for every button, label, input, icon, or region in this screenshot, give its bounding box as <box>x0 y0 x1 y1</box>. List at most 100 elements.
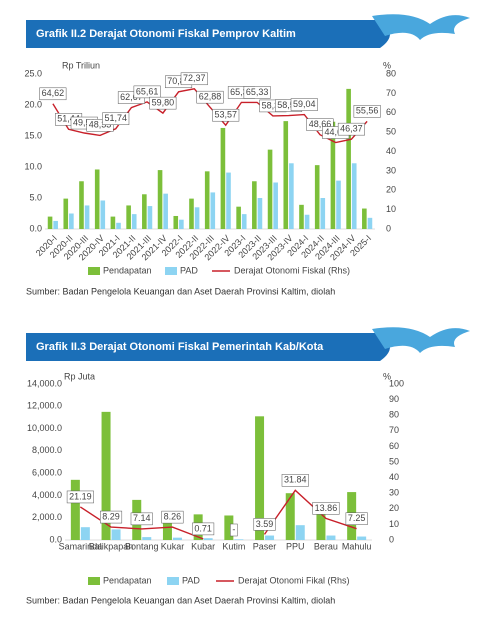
y-tick-label: 12,000.0 <box>27 401 62 411</box>
bar <box>53 220 58 229</box>
legend-label: Pendapatan <box>103 575 152 585</box>
data-label: 8.26 <box>164 511 182 521</box>
bar <box>210 192 216 229</box>
bar <box>163 193 168 229</box>
bar <box>142 194 147 229</box>
bar <box>131 214 137 229</box>
data-label-box <box>133 85 161 99</box>
bar <box>111 529 121 540</box>
bar <box>173 215 179 229</box>
data-label: 62,67 <box>120 92 143 102</box>
data-label: - <box>232 524 235 534</box>
bar <box>336 180 341 229</box>
bar <box>283 121 289 229</box>
bar <box>194 207 200 229</box>
bar <box>367 217 373 229</box>
data-label-box <box>337 122 365 136</box>
data-label: 46,37 <box>340 124 363 134</box>
legend-swatch <box>88 267 100 275</box>
data-label: 48,66 <box>309 119 332 129</box>
x-tick-label: Kubar <box>191 541 215 551</box>
data-label-box <box>39 87 67 101</box>
bar <box>79 181 84 229</box>
bar <box>80 527 90 540</box>
y2-tick-label: 40 <box>386 146 396 156</box>
y2-tick-label: 10 <box>389 519 399 529</box>
y2-tick-label: 30 <box>386 165 396 175</box>
y2-tick-label: 100 <box>389 378 404 388</box>
y-tick-label: 14,000.0 <box>27 378 62 388</box>
y-axis-label: Rp Triliun <box>62 60 100 70</box>
bar <box>203 538 213 540</box>
bar <box>110 216 116 229</box>
data-label-box <box>253 518 276 531</box>
data-label-box <box>312 502 340 515</box>
y-tick-label: 0.0 <box>49 534 62 544</box>
banner-1: Grafik II.2 Derajat Otonomi Fiskal Pempr… <box>26 14 470 48</box>
data-label: 65,61 <box>136 86 159 96</box>
y-tick-label: 5.0 <box>29 192 42 202</box>
bar <box>189 198 194 229</box>
data-label: 70,83 <box>167 76 190 86</box>
bar <box>289 163 294 229</box>
bar <box>295 525 305 540</box>
y2-tick-label: 50 <box>386 127 396 137</box>
bar <box>70 479 80 540</box>
bar <box>47 216 53 229</box>
bar <box>362 208 367 229</box>
data-label-box <box>100 510 123 524</box>
data-label: 0.71 <box>194 523 212 533</box>
y-tick-label: 10.0 <box>24 161 42 171</box>
x-tick-label: Kukar <box>161 541 185 551</box>
legend-swatch <box>165 267 177 275</box>
bar <box>267 149 273 229</box>
data-label-box <box>290 98 318 111</box>
banner-bg <box>26 20 390 48</box>
y2-tick-label: 10 <box>386 204 396 214</box>
y-tick-label: 25.0 <box>24 68 42 78</box>
data-label: 58,36 <box>262 100 285 110</box>
data-label-box <box>149 96 177 110</box>
data-label: 13.86 <box>315 503 338 513</box>
bar <box>351 163 357 229</box>
y2-tick-label: 80 <box>386 68 396 78</box>
bar <box>330 121 336 229</box>
bar <box>316 507 326 540</box>
y2-axis-label: % <box>383 60 391 70</box>
y2-tick-label: 40 <box>389 472 399 482</box>
data-label: 51,74 <box>104 113 127 123</box>
bar <box>252 181 257 229</box>
wave-ornament <box>372 14 470 40</box>
data-label-box <box>180 72 208 86</box>
data-label: 65,33 <box>246 87 269 97</box>
y2-tick-label: 70 <box>389 425 399 435</box>
bar <box>224 515 234 540</box>
bar <box>357 536 367 540</box>
bar <box>326 535 336 540</box>
y2-tick-label: 50 <box>389 456 399 466</box>
data-label: 59,80 <box>152 98 175 108</box>
bar <box>226 172 231 229</box>
y2-tick-label: 70 <box>386 88 396 98</box>
x-tick-label: Bontang <box>125 541 159 551</box>
y2-tick-label: 20 <box>389 503 399 513</box>
data-label: 62,88 <box>199 92 222 102</box>
bar <box>273 182 278 229</box>
data-label: 53,57 <box>214 110 237 120</box>
data-label: 72,37 <box>183 73 206 83</box>
y2-tick-label: 0 <box>386 223 391 233</box>
bar <box>220 127 226 229</box>
data-label-box <box>161 510 184 524</box>
x-tick-label: Mahulu <box>342 541 372 551</box>
bar <box>265 535 275 540</box>
y-tick-label: 15.0 <box>24 130 42 140</box>
bar <box>162 512 172 540</box>
y-tick-label: 8,000.0 <box>32 445 62 455</box>
bar <box>126 205 131 229</box>
data-label: 7.14 <box>133 513 151 523</box>
bar <box>320 198 326 229</box>
x-tick-label: Berau <box>314 541 338 551</box>
y-tick-label: 4,000.0 <box>32 490 62 500</box>
x-tick-label: PPU <box>286 541 305 551</box>
y2-tick-label: 80 <box>389 410 399 420</box>
